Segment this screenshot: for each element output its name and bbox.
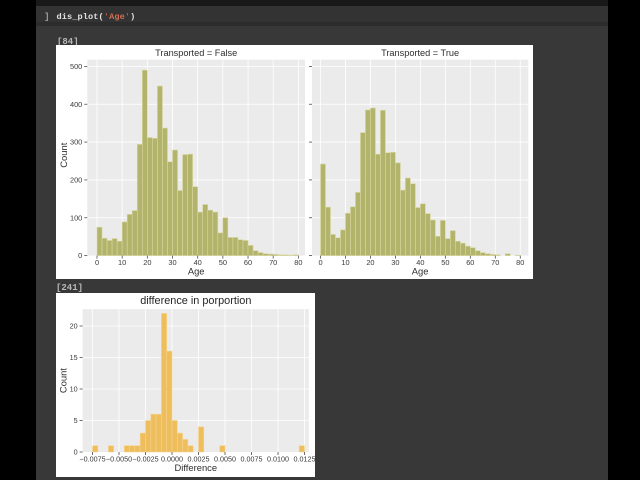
svg-text:30: 30 [168, 258, 176, 267]
svg-text:100: 100 [70, 213, 82, 222]
svg-text:Count: Count [58, 368, 69, 393]
svg-text:−0.0075: −0.0075 [79, 455, 105, 464]
svg-text:0: 0 [95, 258, 99, 267]
svg-text:0.0050: 0.0050 [214, 455, 236, 464]
svg-text:10: 10 [70, 385, 78, 394]
svg-text:Transported = False: Transported = False [155, 48, 237, 58]
svg-text:15: 15 [70, 353, 78, 362]
svg-text:200: 200 [70, 176, 82, 185]
svg-text:5: 5 [74, 416, 78, 425]
svg-text:0.0025: 0.0025 [188, 455, 210, 464]
svg-text:−0.0025: −0.0025 [132, 455, 158, 464]
svg-text:60: 60 [466, 258, 474, 267]
svg-text:0: 0 [74, 448, 78, 457]
svg-text:20: 20 [143, 258, 151, 267]
svg-text:40: 40 [416, 258, 424, 267]
svg-text:80: 80 [516, 258, 524, 267]
svg-text:0.0075: 0.0075 [241, 455, 263, 464]
svg-text:10: 10 [341, 258, 349, 267]
svg-text:300: 300 [70, 138, 82, 147]
svg-text:70: 70 [269, 258, 277, 267]
svg-text:10: 10 [118, 258, 126, 267]
svg-text:20: 20 [70, 322, 78, 331]
svg-text:Difference: Difference [175, 462, 218, 473]
svg-text:0: 0 [318, 258, 322, 267]
svg-text:40: 40 [194, 258, 202, 267]
svg-text:0.0125: 0.0125 [294, 455, 315, 464]
svg-text:Age: Age [412, 266, 429, 277]
svg-text:80: 80 [294, 258, 302, 267]
svg-text:70: 70 [491, 258, 499, 267]
svg-text:50: 50 [219, 258, 227, 267]
svg-text:Transported = True: Transported = True [381, 48, 459, 58]
svg-text:Count: Count [58, 142, 69, 167]
svg-text:0: 0 [78, 251, 82, 260]
svg-text:0.0100: 0.0100 [267, 455, 289, 464]
svg-text:−0.0050: −0.0050 [106, 455, 132, 464]
svg-text:400: 400 [70, 100, 82, 109]
svg-text:500: 500 [70, 62, 82, 71]
svg-text:0.0000: 0.0000 [161, 455, 183, 464]
svg-text:difference in porportion: difference in porportion [140, 295, 251, 307]
svg-text:Age: Age [188, 266, 205, 277]
svg-text:20: 20 [366, 258, 374, 267]
svg-text:30: 30 [391, 258, 399, 267]
svg-text:60: 60 [244, 258, 252, 267]
svg-text:50: 50 [441, 258, 449, 267]
